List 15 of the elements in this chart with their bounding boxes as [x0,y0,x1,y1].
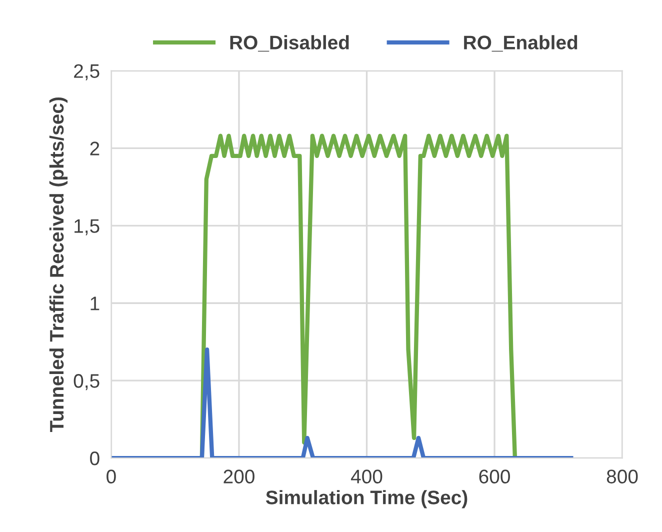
legend-label: RO_Disabled [230,35,349,52]
y-tick-label: 2 [90,142,100,156]
y-tick-label: 0,5 [74,374,100,390]
y-tick-label: 1 [90,296,100,310]
legend-label: RO_Enabled [464,35,578,52]
y-tick-label: 2,5 [74,64,100,80]
y-tick-label: 1,5 [74,219,100,236]
y-tick-label: 0 [90,452,100,466]
x-tick-label: 0 [106,470,116,484]
x-axis-title: Simulation Time (Sec) [266,490,468,508]
x-tick-label: 600 [479,470,510,484]
x-tick-label: 200 [224,470,254,484]
y-axis-title: Tunneled Traffic Received (pkts/sec) [49,98,68,432]
x-tick-label: 400 [350,470,382,484]
x-tick-label: 800 [606,470,638,484]
